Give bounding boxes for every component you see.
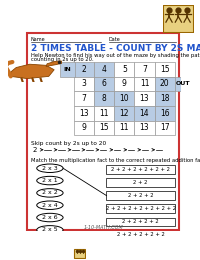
Text: 10: 10 xyxy=(119,94,128,103)
Text: IN: IN xyxy=(64,67,71,72)
Bar xyxy=(94,106,114,121)
Text: 2 x 2: 2 x 2 xyxy=(42,190,58,196)
Ellipse shape xyxy=(37,189,63,197)
Text: 15: 15 xyxy=(159,65,169,74)
Text: 11: 11 xyxy=(99,109,108,118)
Text: 14: 14 xyxy=(139,109,149,118)
Bar xyxy=(94,121,114,135)
Bar xyxy=(106,231,174,239)
Text: Match the multiplication fact to the correct repeated addition facts.: Match the multiplication fact to the cor… xyxy=(30,158,200,163)
Text: 6: 6 xyxy=(101,80,106,88)
Polygon shape xyxy=(11,64,54,79)
Text: counting in 2s up to 20.: counting in 2s up to 20. xyxy=(30,57,93,62)
Ellipse shape xyxy=(37,176,63,185)
Ellipse shape xyxy=(37,201,63,210)
Text: 13: 13 xyxy=(139,123,149,132)
Bar xyxy=(154,91,174,106)
Text: 2 + 2: 2 + 2 xyxy=(133,180,147,185)
Bar xyxy=(114,121,134,135)
Bar xyxy=(74,77,94,91)
Text: Name: Name xyxy=(30,37,45,42)
Bar xyxy=(106,178,174,187)
Text: 2: 2 xyxy=(81,65,86,74)
Text: 2 x 4: 2 x 4 xyxy=(42,203,58,208)
Bar xyxy=(114,91,134,106)
Text: 9: 9 xyxy=(81,123,86,132)
Text: 2 x 3: 2 x 3 xyxy=(42,166,58,171)
Text: OUT: OUT xyxy=(175,81,190,86)
Text: 2 + 2 + 2 + 2 + 2 + 2 + 2: 2 + 2 + 2 + 2 + 2 + 2 + 2 xyxy=(105,206,175,211)
Text: 17: 17 xyxy=(159,123,169,132)
Bar xyxy=(94,62,114,77)
Bar xyxy=(60,62,75,77)
Bar xyxy=(154,77,174,91)
Text: 4: 4 xyxy=(101,65,106,74)
Bar xyxy=(134,77,154,91)
Text: 2 + 2 + 2: 2 + 2 + 2 xyxy=(127,193,153,198)
Text: 15: 15 xyxy=(99,123,108,132)
Polygon shape xyxy=(46,61,62,66)
Text: 2 x 6: 2 x 6 xyxy=(42,215,57,220)
Text: 2 x 1: 2 x 1 xyxy=(42,178,57,183)
Text: 5: 5 xyxy=(121,65,126,74)
Text: 20: 20 xyxy=(159,80,169,88)
Text: 8: 8 xyxy=(101,94,106,103)
Bar xyxy=(73,249,85,258)
Text: 7: 7 xyxy=(81,94,86,103)
Text: 2 + 2 + 2 + 2 + 2: 2 + 2 + 2 + 2 + 2 xyxy=(116,232,164,237)
Text: 13: 13 xyxy=(79,109,88,118)
Bar xyxy=(74,106,94,121)
Bar xyxy=(94,91,114,106)
Text: 13: 13 xyxy=(139,94,149,103)
Text: 12: 12 xyxy=(119,109,128,118)
Bar xyxy=(74,91,94,106)
Bar xyxy=(106,218,174,226)
Bar xyxy=(174,77,191,91)
Bar xyxy=(154,121,174,135)
Bar xyxy=(74,62,94,77)
Ellipse shape xyxy=(37,213,63,222)
Text: 2 + 2 + 2 + 2: 2 + 2 + 2 + 2 xyxy=(122,219,158,224)
Bar xyxy=(106,191,174,200)
Bar xyxy=(94,77,114,91)
Text: 2: 2 xyxy=(33,147,37,153)
Text: Skip count by 2s up to 20: Skip count by 2s up to 20 xyxy=(30,141,105,146)
Bar xyxy=(134,121,154,135)
Text: 2 + 2 + 2 + 2 + 2 + 2: 2 + 2 + 2 + 2 + 2 + 2 xyxy=(111,167,169,172)
Text: Date: Date xyxy=(108,37,120,42)
Text: 3: 3 xyxy=(81,80,86,88)
Text: 11: 11 xyxy=(119,123,128,132)
Bar xyxy=(74,121,94,135)
Ellipse shape xyxy=(37,226,63,234)
Bar xyxy=(154,106,174,121)
Bar xyxy=(106,165,174,174)
Bar xyxy=(154,62,174,77)
Text: 7: 7 xyxy=(141,65,146,74)
Bar xyxy=(114,77,134,91)
Text: 16: 16 xyxy=(159,109,169,118)
Text: 18: 18 xyxy=(159,94,169,103)
Bar xyxy=(114,106,134,121)
Text: 9: 9 xyxy=(121,80,126,88)
Bar xyxy=(106,204,174,213)
Bar xyxy=(134,91,154,106)
Text: 2 x 5: 2 x 5 xyxy=(42,227,57,232)
Bar xyxy=(134,106,154,121)
Bar xyxy=(134,62,154,77)
Text: 2 TIMES TABLE - COUNT BY 2S MAZE: 2 TIMES TABLE - COUNT BY 2S MAZE xyxy=(30,44,200,53)
Ellipse shape xyxy=(37,164,63,172)
Bar xyxy=(114,62,134,77)
Text: Help Newton to find his way out of the maze by shading the path: Help Newton to find his way out of the m… xyxy=(30,53,200,58)
Text: 11: 11 xyxy=(139,80,148,88)
Text: 1-10-MATH.COM: 1-10-MATH.COM xyxy=(83,225,123,230)
